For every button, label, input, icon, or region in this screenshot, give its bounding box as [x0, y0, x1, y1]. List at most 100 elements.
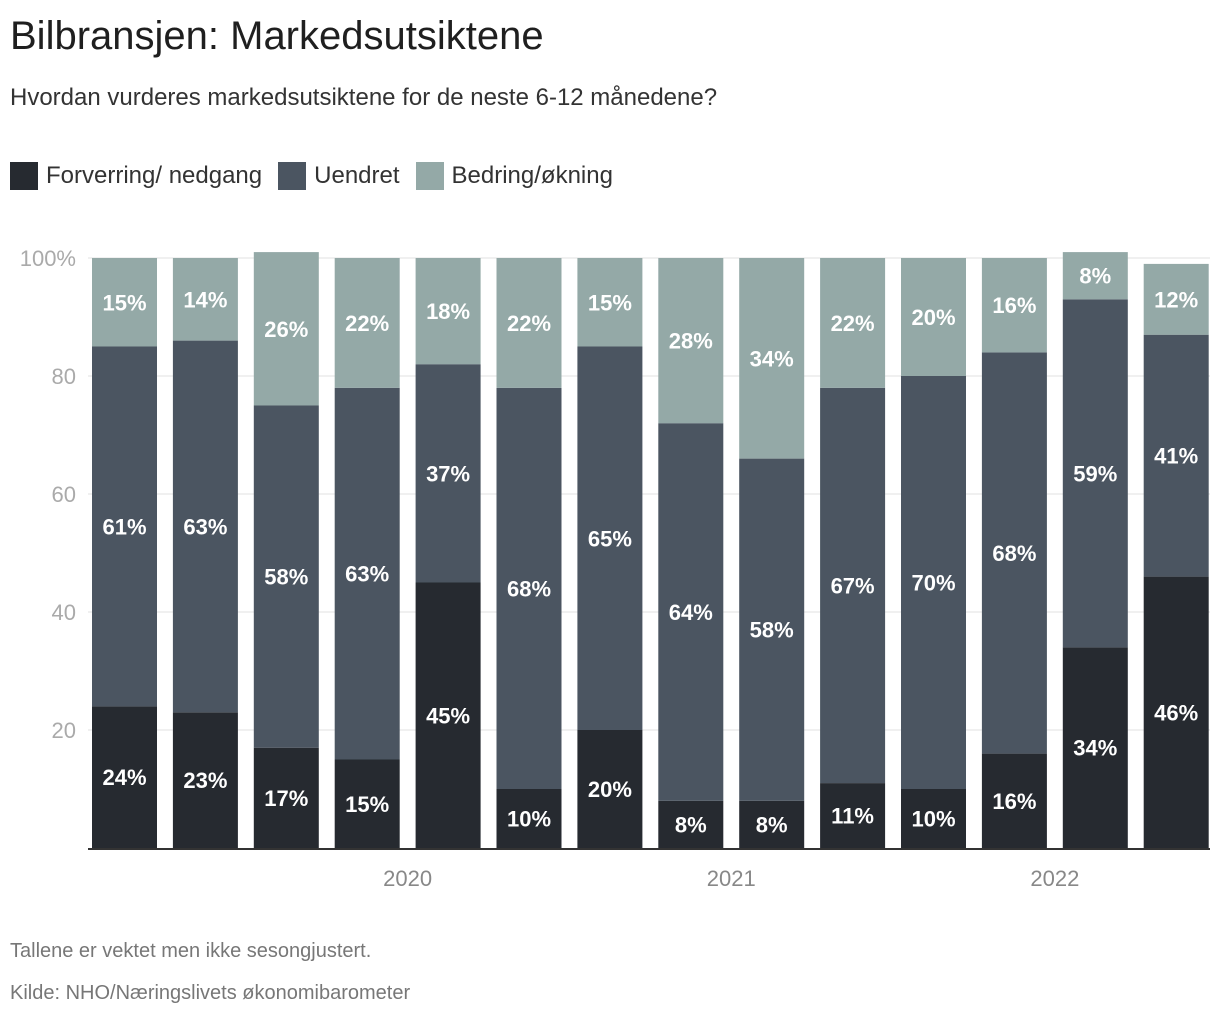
- bar-segment: [739, 800, 805, 848]
- bar-segment: [172, 712, 238, 848]
- bar-segment: [253, 747, 319, 848]
- data-label: 65%: [588, 526, 632, 551]
- legend-item-bedring: Bedring/økning: [415, 162, 613, 190]
- data-label: 22%: [507, 311, 551, 336]
- y-tick-label: 20: [52, 718, 76, 743]
- bar-segment: [1062, 252, 1128, 300]
- y-tick-label: 80: [52, 364, 76, 389]
- legend-item-uendret: Uendret: [278, 162, 400, 190]
- data-label: 14%: [183, 287, 227, 312]
- bar-segment: [415, 364, 481, 583]
- data-label: 22%: [831, 311, 875, 336]
- data-label: 8%: [675, 812, 707, 837]
- y-tick-label: 60: [52, 482, 76, 507]
- bar-segment: [1143, 334, 1209, 577]
- data-label: 64%: [669, 600, 713, 625]
- data-label: 45%: [426, 703, 470, 728]
- bar-segment: [1143, 576, 1209, 848]
- legend-label-uendret: Uendret: [314, 162, 400, 189]
- data-label: 34%: [750, 346, 794, 371]
- data-label: 16%: [992, 293, 1036, 318]
- legend: Forverring/ nedgang Uendret Bedring/økni…: [10, 162, 629, 190]
- bar-segment: [981, 258, 1047, 353]
- data-label: 34%: [1073, 736, 1117, 761]
- bar-segment: [334, 258, 400, 388]
- data-label: 28%: [669, 329, 713, 354]
- bar-segment: [658, 800, 724, 848]
- bar-segment: [1062, 647, 1128, 848]
- data-label: 24%: [102, 765, 146, 790]
- bar-segment: [820, 258, 886, 388]
- y-tick-label: 40: [52, 600, 76, 625]
- data-label: 16%: [992, 789, 1036, 814]
- legend-label-forverring: Forverring/ nedgang: [46, 162, 263, 189]
- data-label: 37%: [426, 461, 470, 486]
- bar-segment: [415, 582, 481, 848]
- data-label: 58%: [264, 565, 308, 590]
- bar-segment: [901, 789, 966, 848]
- data-label: 8%: [1079, 264, 1111, 289]
- bar-segment: [577, 730, 643, 848]
- data-label: 67%: [831, 573, 875, 598]
- bar-segment: [901, 376, 966, 789]
- bar-segment: [253, 252, 319, 406]
- bar-segment: [92, 706, 157, 848]
- legend-swatch-bedring: [415, 162, 444, 190]
- bar-segment: [92, 346, 157, 707]
- x-tick-label: 2021: [707, 866, 756, 891]
- bar-segment: [981, 352, 1047, 754]
- stacked-bar-chart: 20 40 60 80 100% 24% 61% 15% 23% 63% 14% 17% 58% 26% 1…: [20, 246, 1210, 891]
- data-label: 26%: [264, 317, 308, 342]
- bar-segment: [92, 258, 157, 347]
- bar-segment: [901, 258, 966, 376]
- bar-segment: [496, 387, 562, 789]
- x-tick-label: 2022: [1030, 866, 1079, 891]
- x-tick-label: 2020: [383, 866, 432, 891]
- data-label: 10%: [507, 807, 551, 832]
- data-label: 68%: [507, 576, 551, 601]
- bar-segment: [334, 387, 400, 760]
- footer-source: Kilde: NHO/Næringslivets økonomibaromete…: [10, 982, 411, 1004]
- bar-segment: [820, 387, 886, 784]
- legend-swatch-forverring: [10, 162, 38, 190]
- legend-label-bedring: Bedring/økning: [451, 162, 613, 189]
- bar-segment: [415, 258, 481, 365]
- legend-item-forverring: Forverring/ nedgang: [10, 162, 262, 190]
- bar-segment: [496, 258, 562, 388]
- data-label: 8%: [756, 812, 788, 837]
- bar-segment: [1062, 299, 1128, 648]
- data-label: 58%: [750, 618, 794, 643]
- bar-segment: [658, 423, 724, 801]
- footer-note: Tallene er vektet men ikke sesongjustert…: [10, 940, 372, 962]
- bar-segment: [172, 258, 238, 341]
- bar-segment: [739, 458, 805, 801]
- bar-segment: [496, 789, 562, 848]
- data-label: 20%: [588, 777, 632, 802]
- data-label: 17%: [264, 786, 308, 811]
- bar-segment: [172, 340, 238, 713]
- chart-subtitle: Hvordan vurderes markedsutsiktene for de…: [10, 84, 718, 111]
- data-label: 41%: [1154, 444, 1198, 469]
- data-label: 15%: [588, 290, 632, 315]
- chart-title: Bilbransjen: Markedsutsiktene: [10, 14, 544, 58]
- bar-segment: [739, 258, 805, 459]
- data-label: 46%: [1154, 700, 1198, 725]
- bar-segment: [577, 346, 643, 730]
- data-label: 68%: [992, 541, 1036, 566]
- data-label: 15%: [102, 290, 146, 315]
- data-label: 63%: [345, 562, 389, 587]
- data-label: 15%: [345, 792, 389, 817]
- bar-segment: [820, 783, 886, 848]
- bar-segment: [334, 759, 400, 848]
- data-label: 20%: [911, 305, 955, 330]
- legend-swatch-uendret: [278, 162, 307, 190]
- data-label: 70%: [911, 571, 955, 596]
- data-label: 23%: [183, 768, 227, 793]
- data-label: 11%: [831, 804, 874, 829]
- data-label: 59%: [1073, 461, 1117, 486]
- data-label: 12%: [1154, 287, 1198, 312]
- data-label: 22%: [345, 311, 389, 336]
- bar-segment: [658, 258, 724, 424]
- data-label: 10%: [911, 807, 955, 832]
- bar-segment: [981, 753, 1047, 848]
